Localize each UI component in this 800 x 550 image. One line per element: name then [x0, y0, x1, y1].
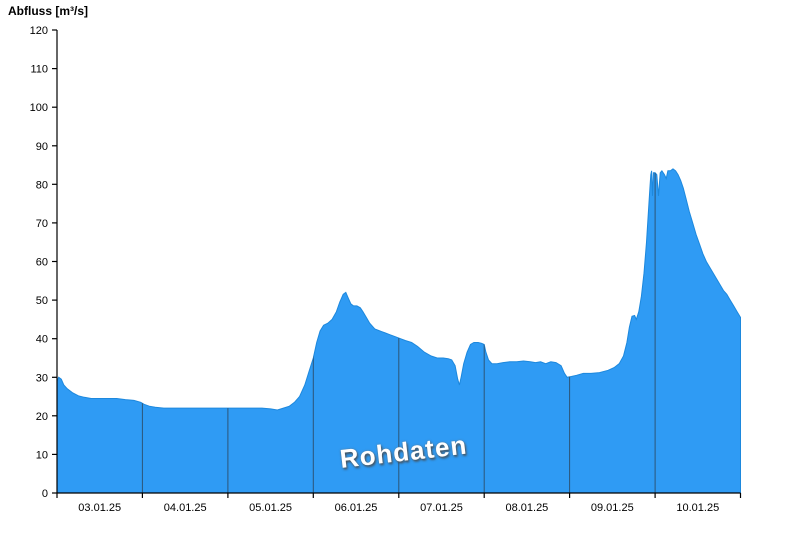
y-tick-label: 70: [36, 218, 48, 230]
y-tick-label: 80: [36, 179, 48, 191]
x-tick-label: 08.01.25: [505, 502, 548, 514]
y-tick-label: 20: [36, 411, 48, 423]
x-tick-label: 06.01.25: [335, 502, 378, 514]
x-tick-label: 03.01.25: [78, 502, 121, 514]
y-tick-label: 100: [30, 102, 48, 114]
y-tick-label: 60: [36, 257, 48, 269]
y-axis-title: Abfluss [m³/s]: [8, 4, 89, 18]
y-tick-label: 110: [30, 64, 48, 76]
x-tick-label: 10.01.25: [676, 502, 719, 514]
y-tick-label: 30: [36, 372, 48, 384]
y-tick-label: 120: [30, 25, 48, 37]
x-tick-label: 09.01.25: [591, 502, 634, 514]
x-tick-label: 04.01.25: [164, 502, 207, 514]
y-tick-label: 40: [36, 334, 48, 346]
y-tick-label: 10: [36, 449, 48, 461]
y-tick-label: 0: [42, 488, 48, 500]
x-tick-label: 05.01.25: [249, 502, 292, 514]
y-tick-label: 50: [36, 295, 48, 307]
x-tick-label: 07.01.25: [420, 502, 463, 514]
y-tick-label: 90: [36, 141, 48, 153]
